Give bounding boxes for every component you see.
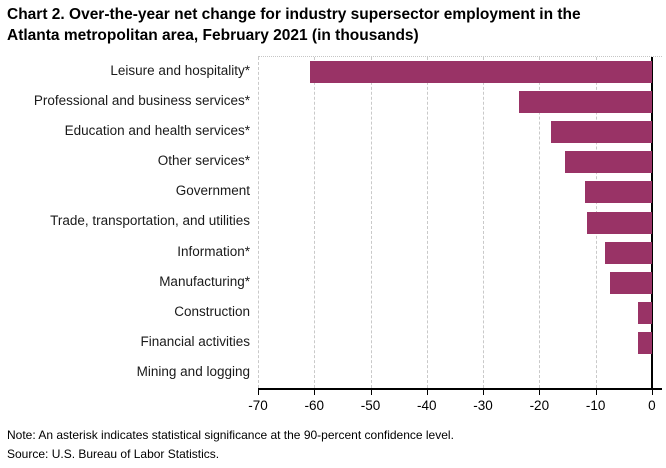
category-label-leisure-and-hospitality: Leisure and hospitality*: [110, 63, 250, 78]
gridline-x--40: [426, 57, 428, 388]
category-label-information: Information*: [177, 243, 250, 259]
x-axis-label--10: -10: [585, 398, 606, 413]
category-label-trade-transportation-and-utilities: Trade, transportation, and utilities: [50, 213, 250, 229]
category-label-mining-and-logging: Mining and logging: [136, 363, 250, 379]
bar-education-and-health-services: [550, 121, 652, 144]
bar-government: [584, 181, 652, 204]
chart-title: Chart 2. Over-the-year net change for in…: [7, 4, 662, 47]
note-text: Note: An asterisk indicates statistical …: [7, 428, 454, 442]
x-axis-tick--40: [426, 390, 428, 395]
x-axis-tick--50: [370, 390, 372, 395]
x-axis-label--40: -40: [417, 398, 437, 413]
gridline-x--20: [539, 57, 541, 388]
x-axis-label--70: -70: [248, 398, 268, 413]
x-axis-label--20: -20: [529, 398, 550, 413]
gridline-x--50: [370, 57, 372, 388]
category-label-financial-activities: Financial activities: [140, 333, 250, 349]
bar-other-services: [565, 151, 652, 174]
x-axis-tick-0: [651, 390, 653, 395]
x-axis-tick--30: [483, 390, 485, 395]
x-axis-tick--10: [595, 390, 597, 395]
zero-axis-line: [650, 57, 653, 388]
category-label-other-services: Other services*: [157, 153, 250, 169]
x-axis-tick--70: [258, 390, 259, 395]
category-label-construction: Construction: [174, 303, 250, 319]
gridline-x--30: [483, 57, 485, 388]
x-axis-tick--20: [539, 390, 541, 395]
bar-trade-transportation-and-utilities: [587, 211, 652, 234]
category-label-education-and-health-services: Education and health services*: [64, 123, 250, 139]
chart-title-line-1: Chart 2. Over-the-year net change for in…: [7, 6, 581, 23]
gridline-x--60: [314, 57, 316, 388]
plot-area: -70 -60 -50 -40 -30 -20 -10 0: [248, 56, 662, 413]
x-axis-label--60: -60: [304, 398, 325, 413]
gridline-x--70: [258, 57, 259, 388]
x-axis-label--50: -50: [360, 398, 381, 413]
x-axis-label--30: -30: [473, 398, 493, 413]
bar-information: [604, 241, 652, 264]
x-axis-label-0: 0: [648, 398, 656, 413]
category-label-government: Government: [175, 183, 250, 199]
bar-financial-activities: [638, 331, 652, 354]
bar-manufacturing: [610, 271, 652, 294]
source-text: Source: U.S. Bureau of Labor Statistics.: [7, 447, 220, 461]
bar-leisure-and-hospitality: [310, 61, 652, 84]
category-label-professional-and-business-services: Professional and business services*: [33, 93, 250, 109]
category-label-manufacturing: Manufacturing*: [159, 273, 250, 289]
bar-professional-and-business-services: [518, 91, 652, 114]
chart-title-line-2: Atlanta metropolitan area, February 2021…: [7, 27, 419, 45]
x-axis-tick--60: [314, 390, 316, 395]
bar-construction: [637, 301, 652, 324]
